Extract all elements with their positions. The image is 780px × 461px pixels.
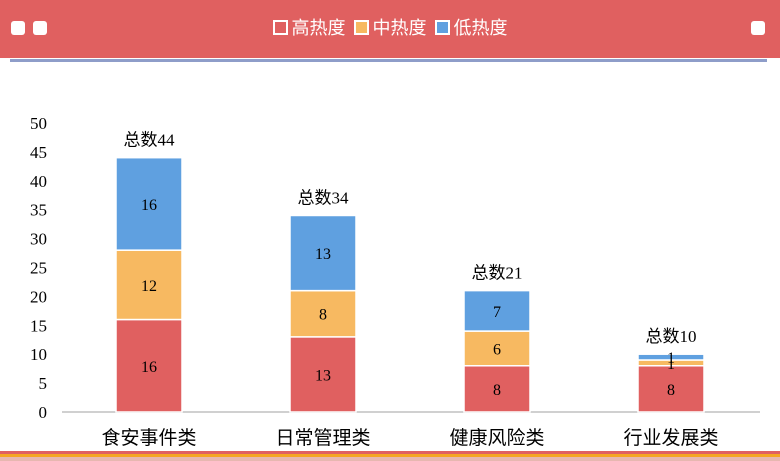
bar-segment[interactable] bbox=[463, 289, 531, 332]
bar-value-label: 16 bbox=[141, 197, 157, 214]
chart-legend: 高热度 中热度 低热度 bbox=[0, 14, 780, 40]
y-tick-label: 20 bbox=[30, 287, 47, 306]
y-tick-label: 5 bbox=[39, 374, 48, 393]
legend-swatch-high bbox=[272, 19, 288, 35]
y-tick-label: 40 bbox=[30, 172, 47, 191]
y-tick-label: 10 bbox=[30, 345, 47, 364]
bar-value-label: 8 bbox=[493, 382, 501, 399]
bar-value-label: 8 bbox=[319, 307, 327, 324]
y-tick-label: 30 bbox=[30, 230, 47, 249]
legend-label-high: 高热度 bbox=[291, 18, 346, 39]
window-button-3[interactable] bbox=[751, 21, 765, 35]
footer-stripe-red bbox=[0, 451, 780, 454]
bar-value-label: 1 bbox=[667, 356, 675, 373]
bar-total-label: 总数34 bbox=[298, 188, 349, 207]
y-tick-label: 0 bbox=[39, 403, 48, 422]
bar-value-label: 7 bbox=[493, 304, 501, 321]
y-tick-label: 35 bbox=[30, 201, 47, 220]
bar-segment[interactable] bbox=[115, 156, 183, 251]
header-divider bbox=[10, 59, 767, 62]
bar-value-label: 13 bbox=[315, 367, 331, 384]
window-button-2[interactable] bbox=[33, 21, 47, 35]
x-tick-label: 行业发展类 bbox=[623, 427, 718, 449]
bar-segment[interactable] bbox=[289, 214, 357, 292]
x-tick-label: 日常管理类 bbox=[275, 427, 370, 449]
legend-item-mid[interactable]: 中热度 bbox=[353, 14, 427, 40]
x-tick-label: 健康风险类 bbox=[449, 427, 544, 449]
y-tick-label: 25 bbox=[30, 259, 47, 278]
bar-value-label: 1 bbox=[667, 350, 675, 367]
bar-value-label: 8 bbox=[667, 382, 675, 399]
footer-stripe-pink bbox=[0, 457, 780, 461]
x-tick-label: 食安事件类 bbox=[101, 427, 196, 449]
y-tick-label: 45 bbox=[30, 143, 47, 162]
bar-segment[interactable] bbox=[637, 365, 705, 413]
bar-total-label: 总数44 bbox=[124, 131, 175, 150]
legend-swatch-mid bbox=[353, 19, 369, 35]
legend-item-high[interactable]: 高热度 bbox=[272, 14, 346, 40]
legend-item-low[interactable]: 低热度 bbox=[434, 14, 508, 40]
bar-segment[interactable] bbox=[637, 353, 705, 361]
footer-stripe-orange bbox=[0, 454, 780, 457]
y-tick-label: 15 bbox=[30, 316, 47, 335]
legend-label-low: 低热度 bbox=[453, 18, 508, 39]
bar-segment[interactable] bbox=[115, 318, 183, 413]
window-button-1[interactable] bbox=[11, 21, 25, 35]
bar-total-label: 总数21 bbox=[472, 264, 523, 283]
bar-segment[interactable] bbox=[115, 249, 183, 321]
y-tick-label: 50 bbox=[30, 114, 47, 133]
bar-value-label: 16 bbox=[141, 359, 157, 376]
bar-value-label: 6 bbox=[493, 341, 501, 358]
bar-value-label: 12 bbox=[141, 278, 157, 295]
bar-value-label: 13 bbox=[315, 246, 331, 263]
bar-segment[interactable] bbox=[289, 336, 357, 413]
bar-segment[interactable] bbox=[463, 365, 531, 413]
legend-label-mid: 中热度 bbox=[372, 18, 427, 39]
legend-swatch-low bbox=[434, 19, 450, 35]
chart-header bbox=[0, 0, 780, 58]
bar-total-label: 总数10 bbox=[646, 327, 697, 346]
